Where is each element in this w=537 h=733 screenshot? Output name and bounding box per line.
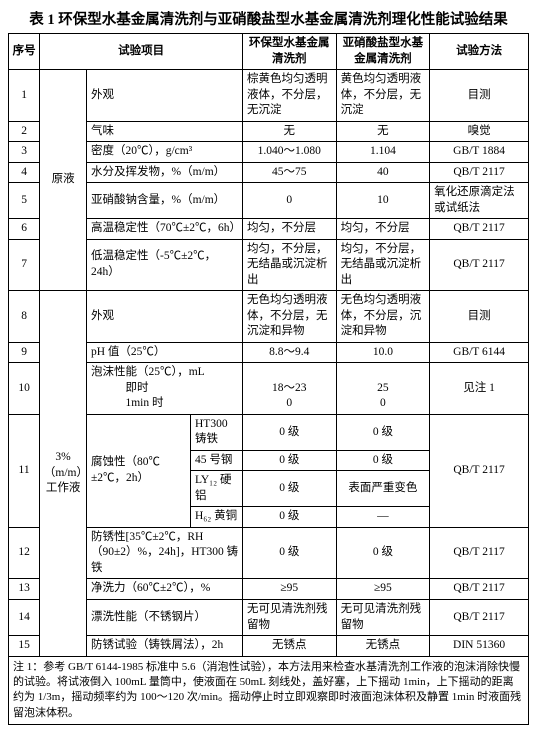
table-row: 9 pH 值（25℃） 8.8～9.4 10.0 GB/T 6144 [9,342,529,363]
table-footnote: 注 1：参考 GB/T 6144-1985 标准中 5.6（消泡性试验），本方法… [8,657,529,726]
table-row: 15 防锈试验（铸铁屑法），2h 无锈点 无锈点 DIN 51360 [9,636,529,657]
col-env: 环保型水基金属清洗剂 [242,34,336,70]
table-row: 3 密度（20℃），g/cm³ 1.040～1.080 1.104 GB/T 1… [9,142,529,163]
col-seq: 序号 [9,34,40,70]
header-row: 序号 试验项目 环保型水基金属清洗剂 亚硝酸盐型水基金属清洗剂 试验方法 [9,34,529,70]
results-table: 序号 试验项目 环保型水基金属清洗剂 亚硝酸盐型水基金属清洗剂 试验方法 1 原… [8,33,529,657]
col-nitrite: 亚硝酸盐型水基金属清洗剂 [336,34,430,70]
table-row: 6 高温稳定性（70℃±2℃，6h） 均匀，不分层 均匀，不分层 QB/T 21… [9,219,529,240]
col-item: 试验项目 [40,34,243,70]
table-row: 10 泡沫性能（25℃），mL 即时 1min 时 18～23 0 25 0 见… [9,363,529,415]
table-row: 14 漂洗性能（不锈钢片） 无可见清洗剂残留物 无可见清洗剂残留物 QB/T 2… [9,599,529,635]
table-row: 13 净洗力（60℃±2℃），% ≥95 ≥95 QB/T 2117 [9,579,529,600]
table-title: 表 1 环保型水基金属清洗剂与亚硝酸盐型水基金属清洗剂理化性能试验结果 [8,8,529,29]
group-original: 原液 [40,70,87,291]
table-row: 7 低温稳定性（-5℃±2℃，24h） 均匀，不分层，无结晶或沉淀析出 均匀，不… [9,239,529,291]
group-working: 3%（m/m）工作液 [40,291,87,656]
table-row: 8 3%（m/m）工作液 外观 无色均匀透明液体，不分层，无沉淀和异物 无色均匀… [9,291,529,343]
table-row: 1 原液 外观 棕黄色均匀透明液体，不分层，无沉淀 黄色均匀透明液体，不分层，无… [9,70,529,122]
col-method: 试验方法 [430,34,529,70]
table-row: 4 水分及挥发物，%（m/m） 45～75 40 QB/T 2117 [9,162,529,183]
table-row: 11 腐蚀性（80℃±2℃，2h） HT300 铸铁 0 级 0 级 QB/T … [9,414,529,450]
table-row: 2 气味 无 无 嗅觉 [9,121,529,142]
table-row: 12 防锈性[35℃±2℃，RH（90±2）%，24h]，HT300 铸铁 0 … [9,527,529,579]
table-row: 5 亚硝酸钠含量，%（m/m） 0 10 氧化还原滴定法或试纸法 [9,183,529,219]
